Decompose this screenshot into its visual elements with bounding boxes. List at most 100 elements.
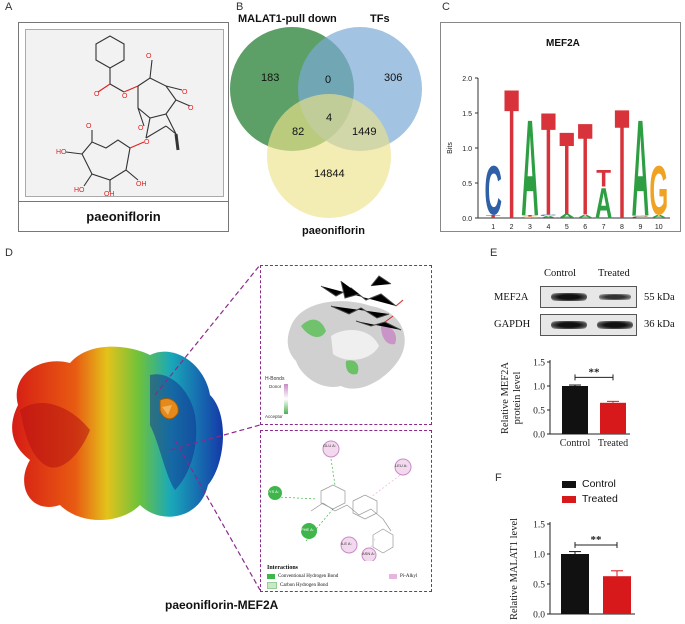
legend-treated: Treated [562,493,618,505]
mef2a-y-tick-label: 1.0 [533,383,545,393]
panel-a-label: A [5,1,13,13]
malat1-y-tick-label: 1.0 [533,551,545,561]
residue-label-ile: ILE A: [341,541,352,546]
malat1-bar-control [561,554,589,614]
blot-col-control: Control [544,268,577,279]
paeoniflorin-structure-image: O O O O O O O O HO HO OH OH [56,35,194,198]
interaction-legend-pi-alkyl: Pi-Alkyl [389,574,417,579]
logo-x-tick-label: 6 [583,224,587,231]
logo-y-tick-label: 0.0 [462,216,472,223]
residue-label-phe: PHE A: [301,527,314,532]
logo-x-tick-label: 2 [510,224,514,231]
svg-text:OH: OH [136,181,147,188]
band-mef2a-control [551,293,587,301]
logo-letter-a: A [521,91,538,232]
logo-letter-a: A [576,214,594,220]
structure-name-divider [19,201,228,202]
residue-label-lys: LYS A: [267,489,279,494]
legend-treated-label: Treated [582,493,618,505]
svg-text:OH: OH [104,191,115,196]
logo-y-tick-label: 2.0 [462,76,472,83]
legend-treated-swatch [562,495,576,503]
logo-x-tick-label: 7 [602,224,606,231]
carbon-hbond-legend-label: Carbon Hydrogen Bond [280,583,329,588]
venn-count-all-three: 4 [326,112,333,124]
svg-text:HO: HO [74,187,85,194]
svg-text:O: O [144,139,150,146]
carbon-hbond-swatch [267,582,277,589]
logo-letter-a: A [632,91,649,232]
binding-pocket-image [287,275,405,389]
logo-x-tick-label: 3 [528,224,532,231]
panel-b-label: B [236,1,244,13]
malat1-y-tick-label: 0.5 [533,581,545,591]
panel-e-label: E [490,247,498,259]
hbond-legend-bar [284,384,288,414]
mef2a-x-tick-label: Control [560,438,591,449]
blot-col-treated: Treated [598,268,630,279]
blot-row-gapdh-label: GAPDH [494,319,531,330]
logo-x-tick-label: 9 [638,224,642,231]
logo-letter-c: C [632,216,649,218]
venn-diagram [230,27,422,218]
compound-name: paeoniflorin [86,209,161,224]
logo-x-tick-label: 5 [565,224,569,231]
residue-label-asn: ASN A: [362,551,375,556]
logo-letter-a: A [540,215,557,218]
residue-label-leu: LEU A: [395,463,408,468]
logo-x-tick-label: 8 [620,224,624,231]
venn-set-label-paeoniflorin: paeoniflorin [302,225,365,237]
venn-count-tfs-paeoniflorin: 1449 [352,126,377,138]
logo-x-tick-label: 10 [655,224,663,231]
logo-letter-g: G [521,216,540,218]
logo-letter-t: T [541,83,556,232]
mef2a-bar-chart: 0.0 0.5 1.0 1.5 Relative MEF2Aprotein level C… [500,359,630,449]
mef2a-bar-treated [600,402,626,434]
mef2a-y-tick-label: 0.5 [533,407,545,417]
malat1-significance-label: ** [591,534,603,546]
mef2a-y-tick-label: 0.0 [533,431,545,441]
interactions-title: Interactions [267,565,298,571]
interaction-diagram-image [268,440,412,563]
panel-f-label: F [495,472,502,484]
legend-control: Control [562,478,616,490]
panel-c-label: C [442,1,450,13]
venn-count-malat1-tfs: 0 [325,74,332,86]
mef2a-x-tick-label: Treated [598,438,628,449]
venn-set-label-malat1: MALAT1-pull down [238,13,337,25]
venn-set-label-tfs: TFs [370,13,390,25]
logo-letter-c: C [540,214,557,216]
interaction-legend-carbon-hbond: Carbon Hydrogen Bond [267,582,328,589]
logo-letter-g: G [631,215,650,217]
venn-count-only-tfs: 306 [384,72,403,84]
venn-count-malat1-paeoniflorin: 82 [292,126,305,138]
svg-text:O: O [182,89,188,96]
band-gapdh-treated [597,321,633,329]
residue-label-glu: GLU A: [323,443,336,448]
blot-row-mef2a-label: MEF2A [494,292,529,303]
logo-title: MEF2A [546,38,580,49]
blot-strip-mef2a [540,286,637,308]
pi-alkyl-legend-label: Pi-Alkyl [400,574,418,579]
logo-y-axis-label: Bits [447,142,454,154]
band-gapdh-control [551,321,587,329]
logo-letter-a: A [650,214,668,220]
svg-text:O: O [122,93,128,100]
malat1-bar-treated [603,576,631,614]
mef2a-y-axis-label: Relative MEF2Aprotein level [500,362,523,434]
interaction-legend-hbond: Conventional Hydrogen Bond [267,574,338,579]
logo-x-tick-label: 1 [491,224,495,231]
hbond-legend-label: Conventional Hydrogen Bond [278,574,339,579]
structure-box: O O O O O O O O HO HO OH OH [25,29,224,198]
complex-caption: paeoniflorin-MEF2A [165,598,279,612]
protein-surface-image [12,346,223,520]
logo-frame [440,22,681,232]
logo-letter-a: A [558,213,576,220]
mef2a-significance-label: ** [589,366,601,378]
blot-strip-gapdh [540,314,637,336]
logo-letter-t: T [615,77,630,232]
logo-letter-t: T [486,214,501,220]
svg-text:O: O [188,105,194,112]
